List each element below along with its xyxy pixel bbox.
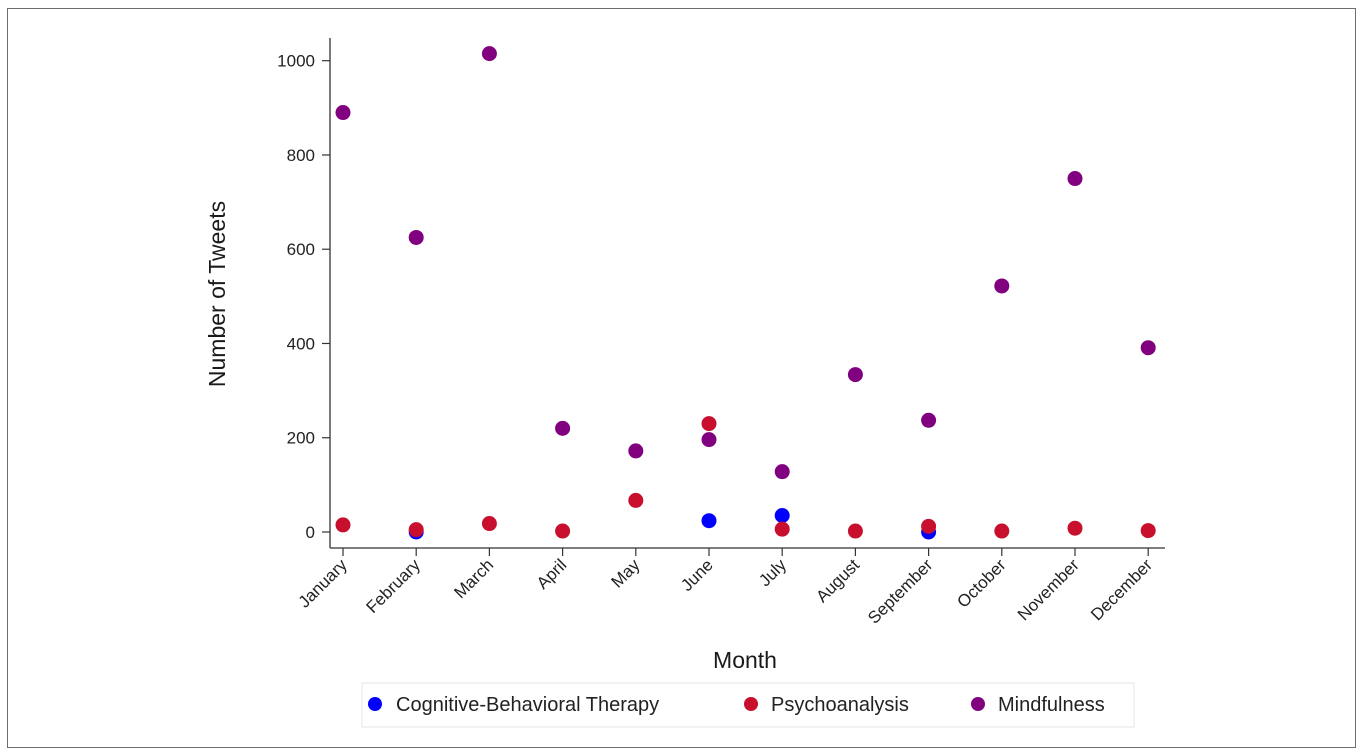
x-tick-label: August [812,555,863,606]
y-tick-label: 800 [287,146,315,165]
x-tick-label: January [295,555,352,612]
legend-item-mindfulness: Mindfulness [971,694,1105,716]
x-tick-label: October [953,555,1009,611]
legend-label-cbt: Cognitive-Behavioral Therapy [396,694,659,716]
x-axis-ticks: January February March April May June July Augu… [295,548,1156,628]
data-point [994,278,1010,294]
legend-marker-mindfulness [971,697,985,711]
data-point [408,522,424,538]
data-point [481,46,497,62]
data-point [1140,523,1156,539]
legend-item-cbt: Cognitive-Behavioral Therapy [368,694,659,716]
data-point [847,367,863,383]
y-tick-label: 200 [287,429,315,448]
x-tick-label: July [755,555,790,590]
data-point [847,523,863,539]
x-tick-label: May [607,555,643,591]
x-tick-label: March [450,555,497,602]
x-tick-label: June [677,555,717,595]
data-point [1067,520,1083,536]
data-point [555,420,571,436]
data-point [774,521,790,537]
data-point [701,513,717,529]
data-point [481,516,497,532]
data-point [628,443,644,459]
data-point [335,105,351,121]
data-point [628,492,644,508]
y-tick-label: 600 [287,240,315,259]
legend-marker-psychoanalysis [744,697,758,711]
data-point [994,523,1010,539]
figure-frame [7,8,1356,748]
legend: Cognitive-Behavioral Therapy Psychoanaly… [361,682,1135,728]
data-point [921,518,937,534]
data-points [335,46,1156,540]
x-tick-label: September [864,555,936,627]
data-point [701,432,717,448]
x-tick-label: February [362,555,424,617]
legend-item-psychoanalysis: Psychoanalysis [744,694,909,716]
y-axis-title: Number of Tweets [204,201,230,387]
data-point [1067,171,1083,187]
data-point [335,517,351,533]
data-point [408,229,424,245]
chart-axes [329,38,1165,549]
x-tick-label: November [1014,555,1083,624]
y-axis-ticks: 0 200 400 600 800 1000 [277,52,330,542]
x-tick-label: April [533,555,570,592]
data-point [774,508,790,524]
y-tick-label: 0 [306,523,315,542]
x-tick-label: December [1087,555,1156,624]
data-point [774,464,790,480]
x-axis-title: Month [713,647,777,673]
data-point [921,412,937,428]
data-point [555,523,571,539]
legend-label-mindfulness: Mindfulness [998,694,1105,716]
y-tick-label: 1000 [277,52,315,71]
legend-marker-cbt [368,697,382,711]
data-point [701,416,717,432]
y-tick-label: 400 [287,334,315,353]
data-point [1140,340,1156,356]
legend-label-psychoanalysis: Psychoanalysis [771,694,909,716]
scatter-chart: 0 200 400 600 800 1000 January February March Ap… [204,38,1165,728]
